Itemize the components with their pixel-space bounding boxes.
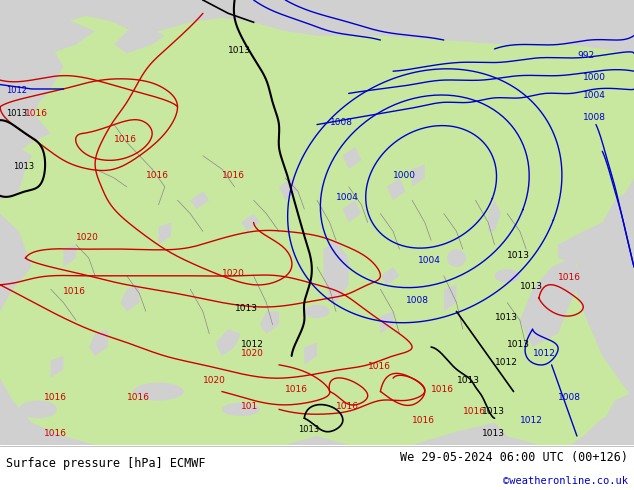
Text: 1016: 1016	[44, 429, 67, 438]
Text: 1000: 1000	[393, 171, 416, 180]
Text: 1020: 1020	[241, 349, 264, 358]
Text: 1016: 1016	[431, 385, 454, 393]
Ellipse shape	[133, 383, 184, 400]
Ellipse shape	[222, 403, 260, 416]
Text: 1020: 1020	[203, 376, 226, 385]
Polygon shape	[158, 222, 171, 245]
Text: ©weatheronline.co.uk: ©weatheronline.co.uk	[503, 476, 628, 486]
Ellipse shape	[447, 249, 466, 267]
Text: 1013: 1013	[495, 313, 517, 322]
Polygon shape	[571, 409, 634, 445]
Polygon shape	[380, 267, 399, 285]
Polygon shape	[342, 147, 361, 169]
Polygon shape	[190, 191, 209, 209]
Polygon shape	[241, 214, 260, 231]
Text: 1013: 1013	[228, 47, 251, 55]
Polygon shape	[0, 0, 634, 45]
Text: 1013: 1013	[507, 251, 530, 260]
Text: 1013: 1013	[456, 376, 479, 385]
Text: 1016: 1016	[25, 109, 48, 118]
Text: 1000: 1000	[583, 73, 606, 82]
Text: 1016: 1016	[336, 402, 359, 411]
Text: 1013: 1013	[482, 429, 505, 438]
Text: 1016: 1016	[114, 135, 137, 145]
Polygon shape	[63, 245, 76, 267]
Polygon shape	[279, 178, 298, 200]
Text: 1013: 1013	[6, 109, 27, 118]
Text: 1013: 1013	[482, 407, 505, 416]
Text: 1016: 1016	[63, 287, 86, 295]
Text: 1013: 1013	[235, 304, 257, 314]
Text: 1016: 1016	[146, 171, 169, 180]
Text: 1008: 1008	[330, 118, 353, 126]
Polygon shape	[0, 0, 634, 445]
Polygon shape	[304, 343, 317, 365]
Polygon shape	[520, 258, 583, 347]
Text: 1004: 1004	[583, 91, 606, 100]
Text: 1013: 1013	[298, 424, 319, 434]
Polygon shape	[89, 329, 108, 356]
Polygon shape	[380, 312, 393, 334]
Text: 1013: 1013	[520, 282, 543, 291]
Text: 1012: 1012	[495, 358, 517, 367]
Text: 101: 101	[241, 402, 258, 411]
Text: 1020: 1020	[76, 233, 99, 242]
Text: 1016: 1016	[44, 393, 67, 402]
Text: 1012: 1012	[533, 349, 555, 358]
Text: 1016: 1016	[463, 407, 486, 416]
Text: 1012: 1012	[520, 416, 543, 425]
Text: 1016: 1016	[412, 416, 435, 425]
Text: 1016: 1016	[558, 273, 581, 282]
Polygon shape	[387, 178, 406, 200]
Text: 1013: 1013	[507, 340, 530, 349]
Text: 1012: 1012	[6, 86, 27, 96]
Polygon shape	[0, 151, 25, 200]
Polygon shape	[412, 165, 425, 187]
Polygon shape	[0, 71, 38, 133]
Text: 1016: 1016	[127, 393, 150, 402]
Text: 1008: 1008	[583, 113, 606, 122]
Text: 992: 992	[577, 51, 594, 60]
Text: 1008: 1008	[406, 295, 429, 305]
Polygon shape	[444, 285, 456, 312]
Polygon shape	[0, 18, 95, 67]
Polygon shape	[51, 356, 63, 378]
Polygon shape	[260, 312, 279, 334]
Polygon shape	[488, 200, 501, 231]
Polygon shape	[114, 26, 165, 53]
Text: 1013: 1013	[13, 162, 34, 171]
Polygon shape	[120, 285, 139, 312]
Text: 1008: 1008	[558, 393, 581, 402]
Polygon shape	[590, 392, 634, 445]
Text: We 29-05-2024 06:00 UTC (00+126): We 29-05-2024 06:00 UTC (00+126)	[399, 451, 628, 464]
Text: 1012: 1012	[241, 340, 264, 349]
Text: 1020: 1020	[222, 269, 245, 278]
Polygon shape	[342, 200, 361, 222]
Polygon shape	[558, 187, 634, 267]
Polygon shape	[216, 329, 241, 356]
Text: 1016: 1016	[285, 385, 308, 393]
Text: 1016: 1016	[368, 362, 391, 371]
Polygon shape	[0, 143, 32, 178]
Polygon shape	[323, 240, 349, 302]
Text: 1004: 1004	[336, 193, 359, 202]
Ellipse shape	[495, 269, 520, 283]
Ellipse shape	[19, 400, 57, 418]
Ellipse shape	[304, 305, 330, 318]
Text: 1004: 1004	[418, 255, 441, 265]
Text: 1016: 1016	[222, 171, 245, 180]
Text: Surface pressure [hPa] ECMWF: Surface pressure [hPa] ECMWF	[6, 457, 206, 470]
